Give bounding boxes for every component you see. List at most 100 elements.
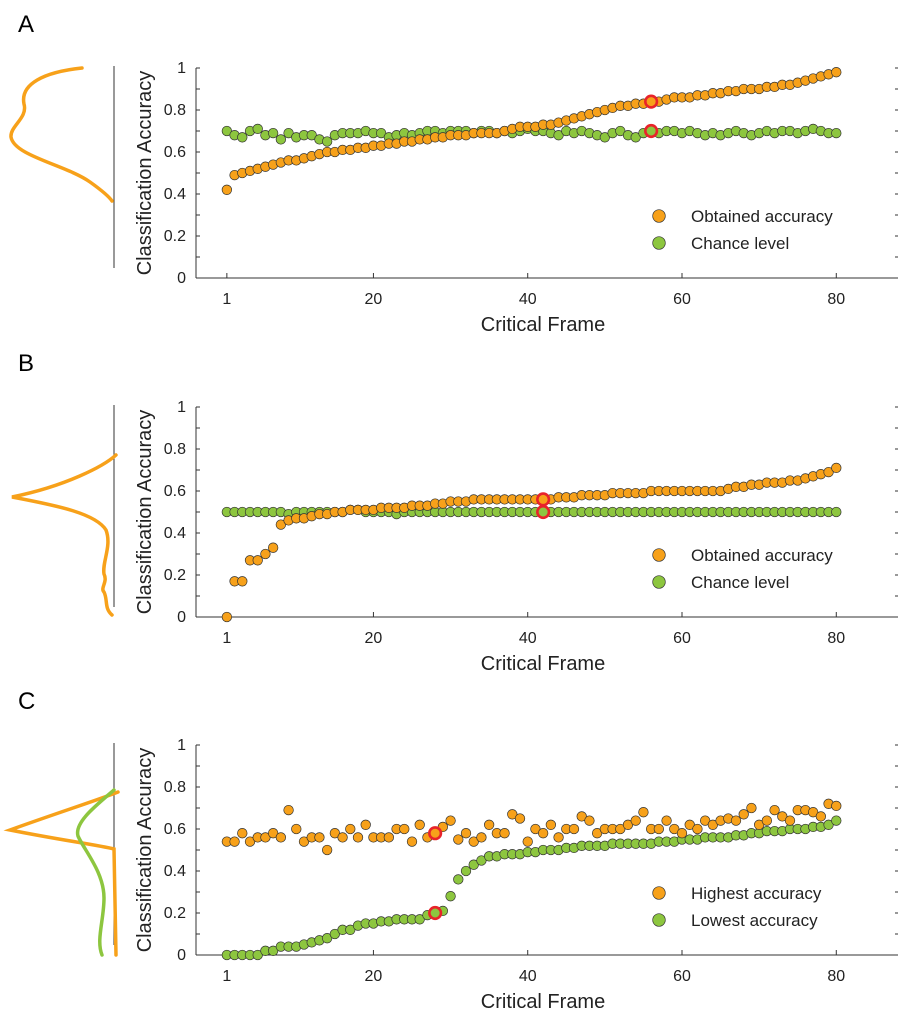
legend-label: Chance level	[691, 234, 789, 253]
x-tick-label: 1	[222, 968, 231, 985]
x-tick-label: 20	[365, 630, 383, 647]
x-tick-label: 60	[673, 630, 691, 647]
data-point	[553, 832, 564, 843]
legend-label: Obtained accuracy	[691, 546, 833, 565]
data-point	[537, 828, 549, 839]
legend-label: Lowest accuracy	[691, 911, 818, 930]
data-point	[815, 811, 827, 822]
y-tick-label: 1	[177, 737, 186, 754]
data-point	[661, 815, 672, 826]
legend-marker-green	[652, 236, 666, 250]
distribution-curve-orange	[9, 66, 114, 203]
y-axis-title: Classification Accuracy	[134, 410, 156, 615]
data-point	[360, 819, 371, 830]
data-point	[414, 819, 425, 830]
y-tick-label: 0.2	[164, 567, 186, 584]
data-point	[352, 832, 364, 843]
y-tick-label: 0.4	[164, 525, 186, 542]
data-point	[275, 832, 287, 843]
data-point	[337, 832, 348, 843]
x-tick-label: 80	[827, 630, 845, 647]
y-tick-label: 0.6	[164, 483, 186, 500]
data-point	[522, 836, 533, 847]
data-point	[831, 462, 842, 474]
x-axis-title: Critical Frame	[481, 653, 605, 675]
series-green	[221, 815, 842, 961]
x-tick-label: 40	[519, 291, 537, 308]
y-tick-label: 0.4	[164, 863, 186, 880]
panel-b: B 0 0.2 0.4 0.6 0.8 1 1 20 40 60 80 Critical Frame Cl…	[11, 350, 898, 675]
highlight-point	[644, 94, 659, 109]
y-tick-label: 0.2	[164, 228, 186, 245]
y-tick-label: 1	[177, 60, 186, 77]
x-tick-label: 60	[673, 291, 691, 308]
data-point	[291, 823, 302, 835]
x-tick-label: 40	[519, 968, 537, 985]
data-point	[476, 832, 487, 843]
data-point	[746, 802, 757, 814]
data-point	[831, 67, 842, 78]
data-point	[730, 815, 742, 826]
series-orange	[221, 462, 842, 623]
data-point	[453, 834, 464, 845]
x-tick-label: 1	[222, 630, 231, 647]
legend-marker-orange	[652, 548, 666, 562]
data-point	[267, 127, 279, 139]
data-point	[406, 836, 418, 847]
series-orange	[221, 67, 842, 195]
distribution-curve-green	[75, 788, 116, 957]
data-point	[399, 823, 410, 835]
data-point	[260, 548, 271, 560]
data-point	[784, 815, 796, 826]
data-point	[237, 828, 248, 839]
data-point	[769, 804, 780, 816]
data-point	[584, 815, 595, 826]
y-tick-label: 0.4	[164, 186, 186, 203]
data-point	[321, 844, 333, 856]
data-point	[630, 815, 641, 826]
legend-marker-orange	[652, 209, 666, 223]
y-tick-label: 0	[177, 270, 186, 287]
data-point	[221, 611, 233, 623]
x-axis-title: Critical Frame	[481, 314, 605, 336]
legend-marker-green	[652, 575, 666, 589]
legend-label: Obtained accuracy	[691, 207, 833, 226]
legend-marker-orange	[652, 886, 666, 900]
y-tick-label: 0.8	[164, 441, 186, 458]
y-axis-title: Classification Accuracy	[134, 748, 156, 953]
y-tick-label: 0	[177, 947, 186, 964]
data-point	[445, 815, 456, 826]
data-point	[445, 891, 456, 902]
panel-c: C 0 0.2 0.4 0.6 0.8 1 1 20 40 60 80 Critical Frame Cl…	[3, 688, 898, 1013]
y-tick-label: 1	[177, 399, 186, 416]
y-tick-label: 0.8	[164, 102, 186, 119]
data-point	[831, 127, 842, 139]
data-point	[460, 828, 472, 839]
y-axis-title: Classification Accuracy	[134, 71, 156, 276]
data-point	[252, 123, 263, 135]
data-point	[237, 132, 248, 143]
data-point	[761, 815, 773, 826]
data-point	[738, 809, 749, 820]
series-orange	[221, 798, 842, 856]
data-point	[831, 506, 842, 518]
distribution-curve-orange	[3, 790, 120, 957]
y-tick-label: 0.8	[164, 779, 186, 796]
legend-marker-green	[652, 913, 666, 927]
y-tick-label: 0.6	[164, 821, 186, 838]
data-point	[653, 823, 665, 835]
data-point	[453, 874, 464, 885]
legend-label: Chance level	[691, 573, 789, 592]
highlight-point	[644, 123, 659, 139]
panel-label: C	[18, 688, 35, 715]
x-tick-label: 60	[673, 968, 691, 985]
data-point	[676, 828, 688, 839]
data-point	[321, 136, 333, 147]
x-tick-label: 20	[365, 968, 383, 985]
highlight-point	[428, 826, 443, 841]
x-tick-label: 1	[222, 291, 231, 308]
panel-a: A 0 0.2 0.4 0.6 0.8 1 1 20 40 60 80 Critical Frame Cl…	[9, 11, 898, 336]
data-point	[383, 832, 395, 843]
x-tick-label: 80	[827, 968, 845, 985]
